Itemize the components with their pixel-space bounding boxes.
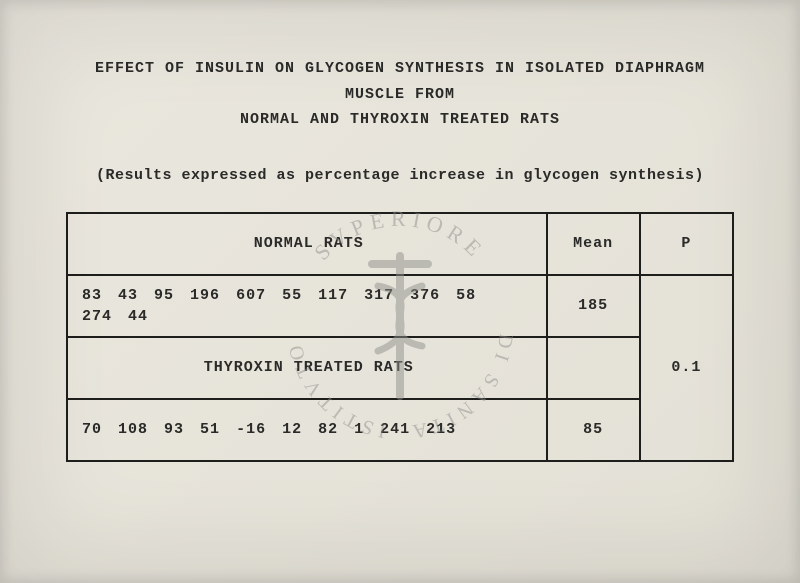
results-table-wrap: NORMAL RATS Mean P 83 43 95 196 607 55 117 317 3… [66,212,734,462]
thyroxin-values: 70 108 93 51 -16 12 82 1 241 213 [80,413,538,446]
thyroxin-mean-header-blank [547,337,640,399]
title-line-1: EFFECT OF INSULIN ON GLYCOGEN SYNTHESIS … [70,56,730,107]
mean-header: Mean [547,213,640,275]
value: 95 [154,285,174,306]
value: 83 [82,285,102,306]
table-row: 834395196607551173173765827444 185 0.1 [67,275,733,337]
value: 108 [118,419,148,440]
p-header: P [640,213,733,275]
value: 70 [82,419,102,440]
normal-values-cell: 83 43 95 196 607 55 117 317 376 58 274 44 [67,275,547,337]
value: 117 [318,285,348,306]
value: 1 [354,419,364,440]
group-header-normal: NORMAL RATS [67,213,547,275]
value: 82 [318,419,338,440]
thyroxin-values-cell: 70 108 93 51 -16 12 82 1 241 213 [67,399,547,461]
title-line-2: NORMAL AND THYROXIN TREATED RATS [70,107,730,133]
document-title: EFFECT OF INSULIN ON GLYCOGEN SYNTHESIS … [70,56,730,133]
value: -16 [236,419,266,440]
value: 51 [200,419,220,440]
p-value-cell: 0.1 [640,275,733,461]
page: EFFECT OF INSULIN ON GLYCOGEN SYNTHESIS … [0,0,800,583]
value: 43 [118,285,138,306]
value: 93 [164,419,184,440]
value: 317 [364,285,394,306]
value: 376 [410,285,440,306]
value: 274 [82,306,112,327]
normal-values: 83 43 95 196 607 55 117 317 376 58 274 44 [80,279,538,333]
value: 12 [282,419,302,440]
value: 55 [282,285,302,306]
thyroxin-mean: 85 [547,399,640,461]
table-header-row-thyroxin: THYROXIN TREATED RATS [67,337,733,399]
table-header-row-normal: NORMAL RATS Mean P [67,213,733,275]
group-header-thyroxin: THYROXIN TREATED RATS [67,337,547,399]
value: 44 [128,306,148,327]
value: 58 [456,285,476,306]
value: 241 [380,419,410,440]
results-table: NORMAL RATS Mean P 83 43 95 196 607 55 117 317 3… [66,212,734,462]
normal-mean: 185 [547,275,640,337]
value: 196 [190,285,220,306]
document-subtitle: (Results expressed as percentage increas… [60,167,740,184]
value: 213 [426,419,456,440]
value: 607 [236,285,266,306]
table-row: 70 108 93 51 -16 12 82 1 241 213 85 [67,399,733,461]
